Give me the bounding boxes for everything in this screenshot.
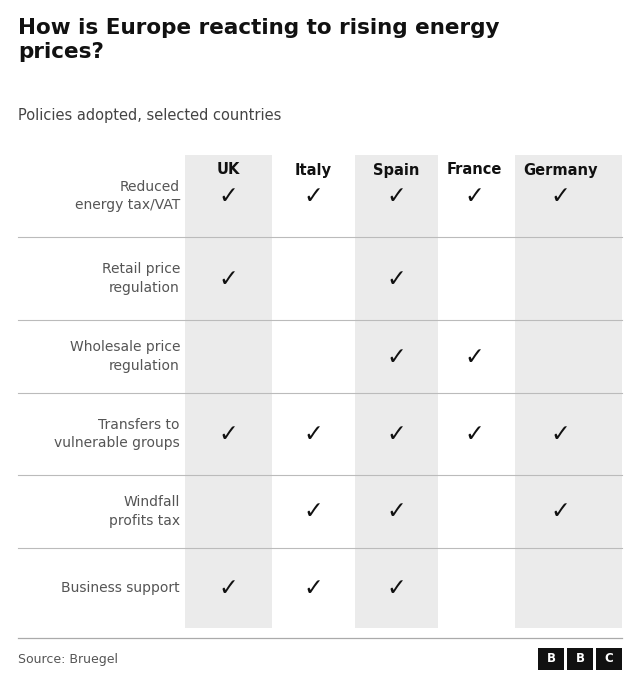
Bar <box>596 648 622 670</box>
Text: Spain: Spain <box>373 163 419 178</box>
Text: B: B <box>547 653 556 666</box>
Text: ✓: ✓ <box>550 422 570 446</box>
Text: Wholesale price
regulation: Wholesale price regulation <box>70 341 180 373</box>
Text: ✓: ✓ <box>464 184 484 208</box>
Text: Reduced
energy tax/VAT: Reduced energy tax/VAT <box>75 180 180 212</box>
Text: ✓: ✓ <box>386 422 406 446</box>
Text: Source: Bruegel: Source: Bruegel <box>18 653 118 666</box>
Bar <box>567 648 593 670</box>
Text: ✓: ✓ <box>386 499 406 523</box>
Text: How is Europe reacting to rising energy
prices?: How is Europe reacting to rising energy … <box>18 18 499 62</box>
Bar <box>355 155 438 628</box>
Text: Germany: Germany <box>523 163 597 178</box>
Text: ✓: ✓ <box>218 184 238 208</box>
Text: ✓: ✓ <box>218 576 238 600</box>
Text: B: B <box>575 653 584 666</box>
Bar <box>185 155 272 628</box>
Text: Transfers to
vulnerable groups: Transfers to vulnerable groups <box>54 418 180 450</box>
Text: Windfall
profits tax: Windfall profits tax <box>109 495 180 527</box>
Text: ✓: ✓ <box>303 184 323 208</box>
Text: ✓: ✓ <box>218 422 238 446</box>
Text: UK: UK <box>216 163 240 178</box>
Text: C: C <box>605 653 613 666</box>
Text: ✓: ✓ <box>550 184 570 208</box>
Text: Italy: Italy <box>294 163 332 178</box>
Text: ✓: ✓ <box>303 576 323 600</box>
Text: ✓: ✓ <box>386 576 406 600</box>
Bar <box>515 155 622 628</box>
Text: Business support: Business support <box>61 581 180 595</box>
Text: ✓: ✓ <box>218 267 238 291</box>
Text: France: France <box>446 163 502 178</box>
Text: ✓: ✓ <box>464 345 484 369</box>
Text: ✓: ✓ <box>303 499 323 523</box>
Text: ✓: ✓ <box>303 422 323 446</box>
Text: Retail price
regulation: Retail price regulation <box>102 262 180 295</box>
Text: ✓: ✓ <box>386 345 406 369</box>
Text: ✓: ✓ <box>464 422 484 446</box>
Bar <box>538 648 564 670</box>
Text: Policies adopted, selected countries: Policies adopted, selected countries <box>18 108 282 123</box>
Text: ✓: ✓ <box>550 499 570 523</box>
Text: ✓: ✓ <box>386 267 406 291</box>
Text: ✓: ✓ <box>386 184 406 208</box>
